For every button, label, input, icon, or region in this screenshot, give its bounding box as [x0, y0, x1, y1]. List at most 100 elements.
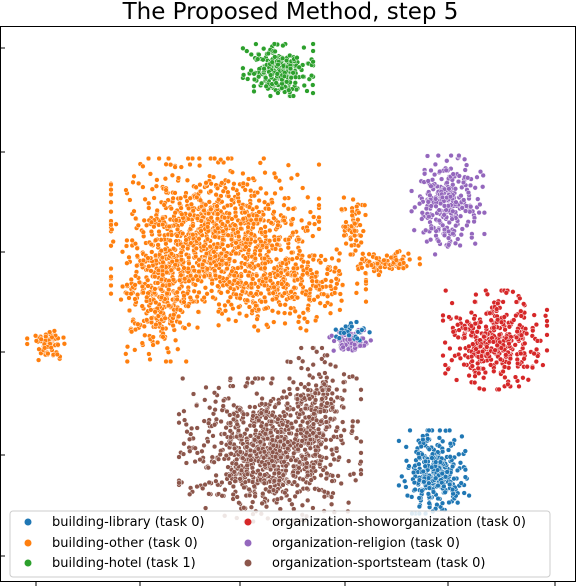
point-building-other-943	[124, 237, 130, 244]
point-organization-sportsteam-506	[212, 407, 218, 413]
point-building-other-856	[179, 221, 185, 228]
point-organization-sportsteam-821	[322, 414, 329, 420]
point-building-other-127	[211, 155, 218, 162]
point-organization-showorganization-284	[472, 299, 478, 305]
point-building-other-315	[153, 183, 160, 189]
point-building-other-1246	[152, 309, 158, 315]
point-building-other-849	[248, 187, 254, 194]
point-building-hotel-256	[268, 72, 274, 78]
point-building-other-1588	[307, 267, 314, 273]
point-organization-showorganization-298	[449, 357, 455, 363]
point-building-other-446	[316, 214, 322, 221]
point-building-other-1691	[294, 277, 301, 283]
point-organization-religion-150	[468, 204, 474, 210]
point-organization-religion-68	[457, 213, 464, 219]
point-building-other-1735	[362, 212, 369, 218]
point-building-other-1159	[148, 315, 155, 321]
point-organization-sportsteam-981	[284, 406, 291, 412]
point-building-other-1848	[393, 257, 399, 263]
point-organization-religion-252	[450, 182, 456, 188]
point-organization-sportsteam-563	[267, 466, 274, 473]
point-building-library-275	[422, 463, 428, 469]
point-building-hotel-197	[292, 80, 298, 86]
point-organization-sportsteam-865	[276, 400, 282, 406]
point-organization-sportsteam-934	[290, 463, 297, 469]
point-organization-religion-257	[469, 234, 475, 241]
point-building-other-1747	[342, 224, 348, 230]
point-organization-sportsteam-1058	[332, 363, 339, 370]
point-building-other-871	[201, 207, 207, 214]
point-building-other-1389	[211, 249, 217, 255]
point-building-library-208	[425, 436, 431, 442]
point-building-library-237	[425, 491, 432, 497]
point-organization-showorganization-349	[513, 312, 519, 319]
point-organization-sportsteam-159	[183, 421, 189, 428]
point-organization-religion-277	[449, 216, 455, 222]
point-building-other-1275	[170, 277, 177, 283]
point-building-other-1262	[135, 321, 141, 327]
point-building-other-1242	[160, 259, 166, 265]
point-organization-sportsteam-1039	[286, 386, 293, 392]
point-building-library-293	[437, 427, 443, 434]
legend-label-organization-sportsteam: organization-sportsteam (task 0)	[272, 556, 485, 571]
point-organization-religion-268	[465, 175, 471, 181]
point-building-library-144	[449, 463, 456, 470]
point-building-library-358	[354, 335, 360, 342]
point-building-library-288	[451, 476, 457, 482]
point-organization-showorganization-141	[516, 383, 522, 390]
point-building-hotel-259	[258, 80, 265, 86]
point-building-other-1629	[270, 290, 276, 296]
point-organization-showorganization-200	[513, 334, 520, 341]
point-building-other-1404	[195, 309, 201, 315]
point-organization-sportsteam-971	[307, 445, 313, 451]
point-organization-sportsteam-1023	[339, 396, 346, 402]
point-building-other-758	[163, 241, 169, 247]
point-organization-showorganization-259	[500, 368, 506, 375]
point-building-hotel-171	[256, 74, 262, 80]
point-building-other-1558	[264, 322, 270, 328]
point-building-other-899	[246, 204, 253, 210]
point-organization-religion-200	[428, 203, 434, 209]
point-building-other-1027	[147, 356, 153, 363]
point-building-hotel-248	[263, 83, 269, 89]
point-organization-showorganization-4	[481, 375, 487, 381]
point-building-other-102	[276, 178, 283, 184]
point-building-other-83	[300, 185, 306, 191]
point-building-other-1695	[281, 290, 288, 296]
point-building-other-781	[210, 174, 217, 180]
point-building-other-1756	[352, 232, 358, 239]
point-building-other-1600	[289, 294, 295, 300]
point-organization-sportsteam-1079	[310, 421, 317, 427]
point-building-other-880	[250, 221, 257, 227]
point-organization-sportsteam-923	[286, 375, 293, 382]
point-organization-showorganization-155	[471, 316, 477, 322]
point-organization-sportsteam-302	[205, 438, 211, 445]
point-building-other-1755	[356, 210, 362, 216]
point-building-other-394	[285, 245, 291, 251]
point-building-hotel-250	[296, 64, 302, 70]
point-building-hotel-43	[310, 90, 316, 96]
point-organization-sportsteam-943	[194, 483, 200, 490]
point-building-other-1278	[164, 290, 170, 297]
point-organization-showorganization-51	[500, 299, 506, 305]
point-building-other-775	[190, 223, 196, 229]
point-building-library-177	[456, 451, 462, 457]
point-building-other-484	[278, 185, 284, 192]
point-building-other-822	[186, 254, 192, 261]
point-organization-religion-236	[446, 242, 452, 248]
point-organization-sportsteam-531	[358, 396, 364, 402]
point-organization-sportsteam-679	[296, 465, 302, 471]
point-building-other-688	[193, 245, 199, 252]
point-building-other-1219	[153, 299, 159, 306]
point-building-other-1078	[136, 279, 143, 285]
point-organization-sportsteam-641	[349, 428, 355, 434]
point-organization-showorganization-133	[496, 386, 502, 393]
point-organization-sportsteam-695	[253, 427, 259, 434]
point-organization-religion-32	[481, 210, 488, 216]
point-organization-religion-255	[440, 222, 446, 228]
point-building-other-1212	[150, 342, 156, 348]
point-building-other-271	[108, 199, 114, 205]
point-organization-showorganization-287	[502, 374, 508, 381]
point-organization-sportsteam-103	[223, 425, 229, 431]
point-building-library-140	[457, 460, 464, 466]
